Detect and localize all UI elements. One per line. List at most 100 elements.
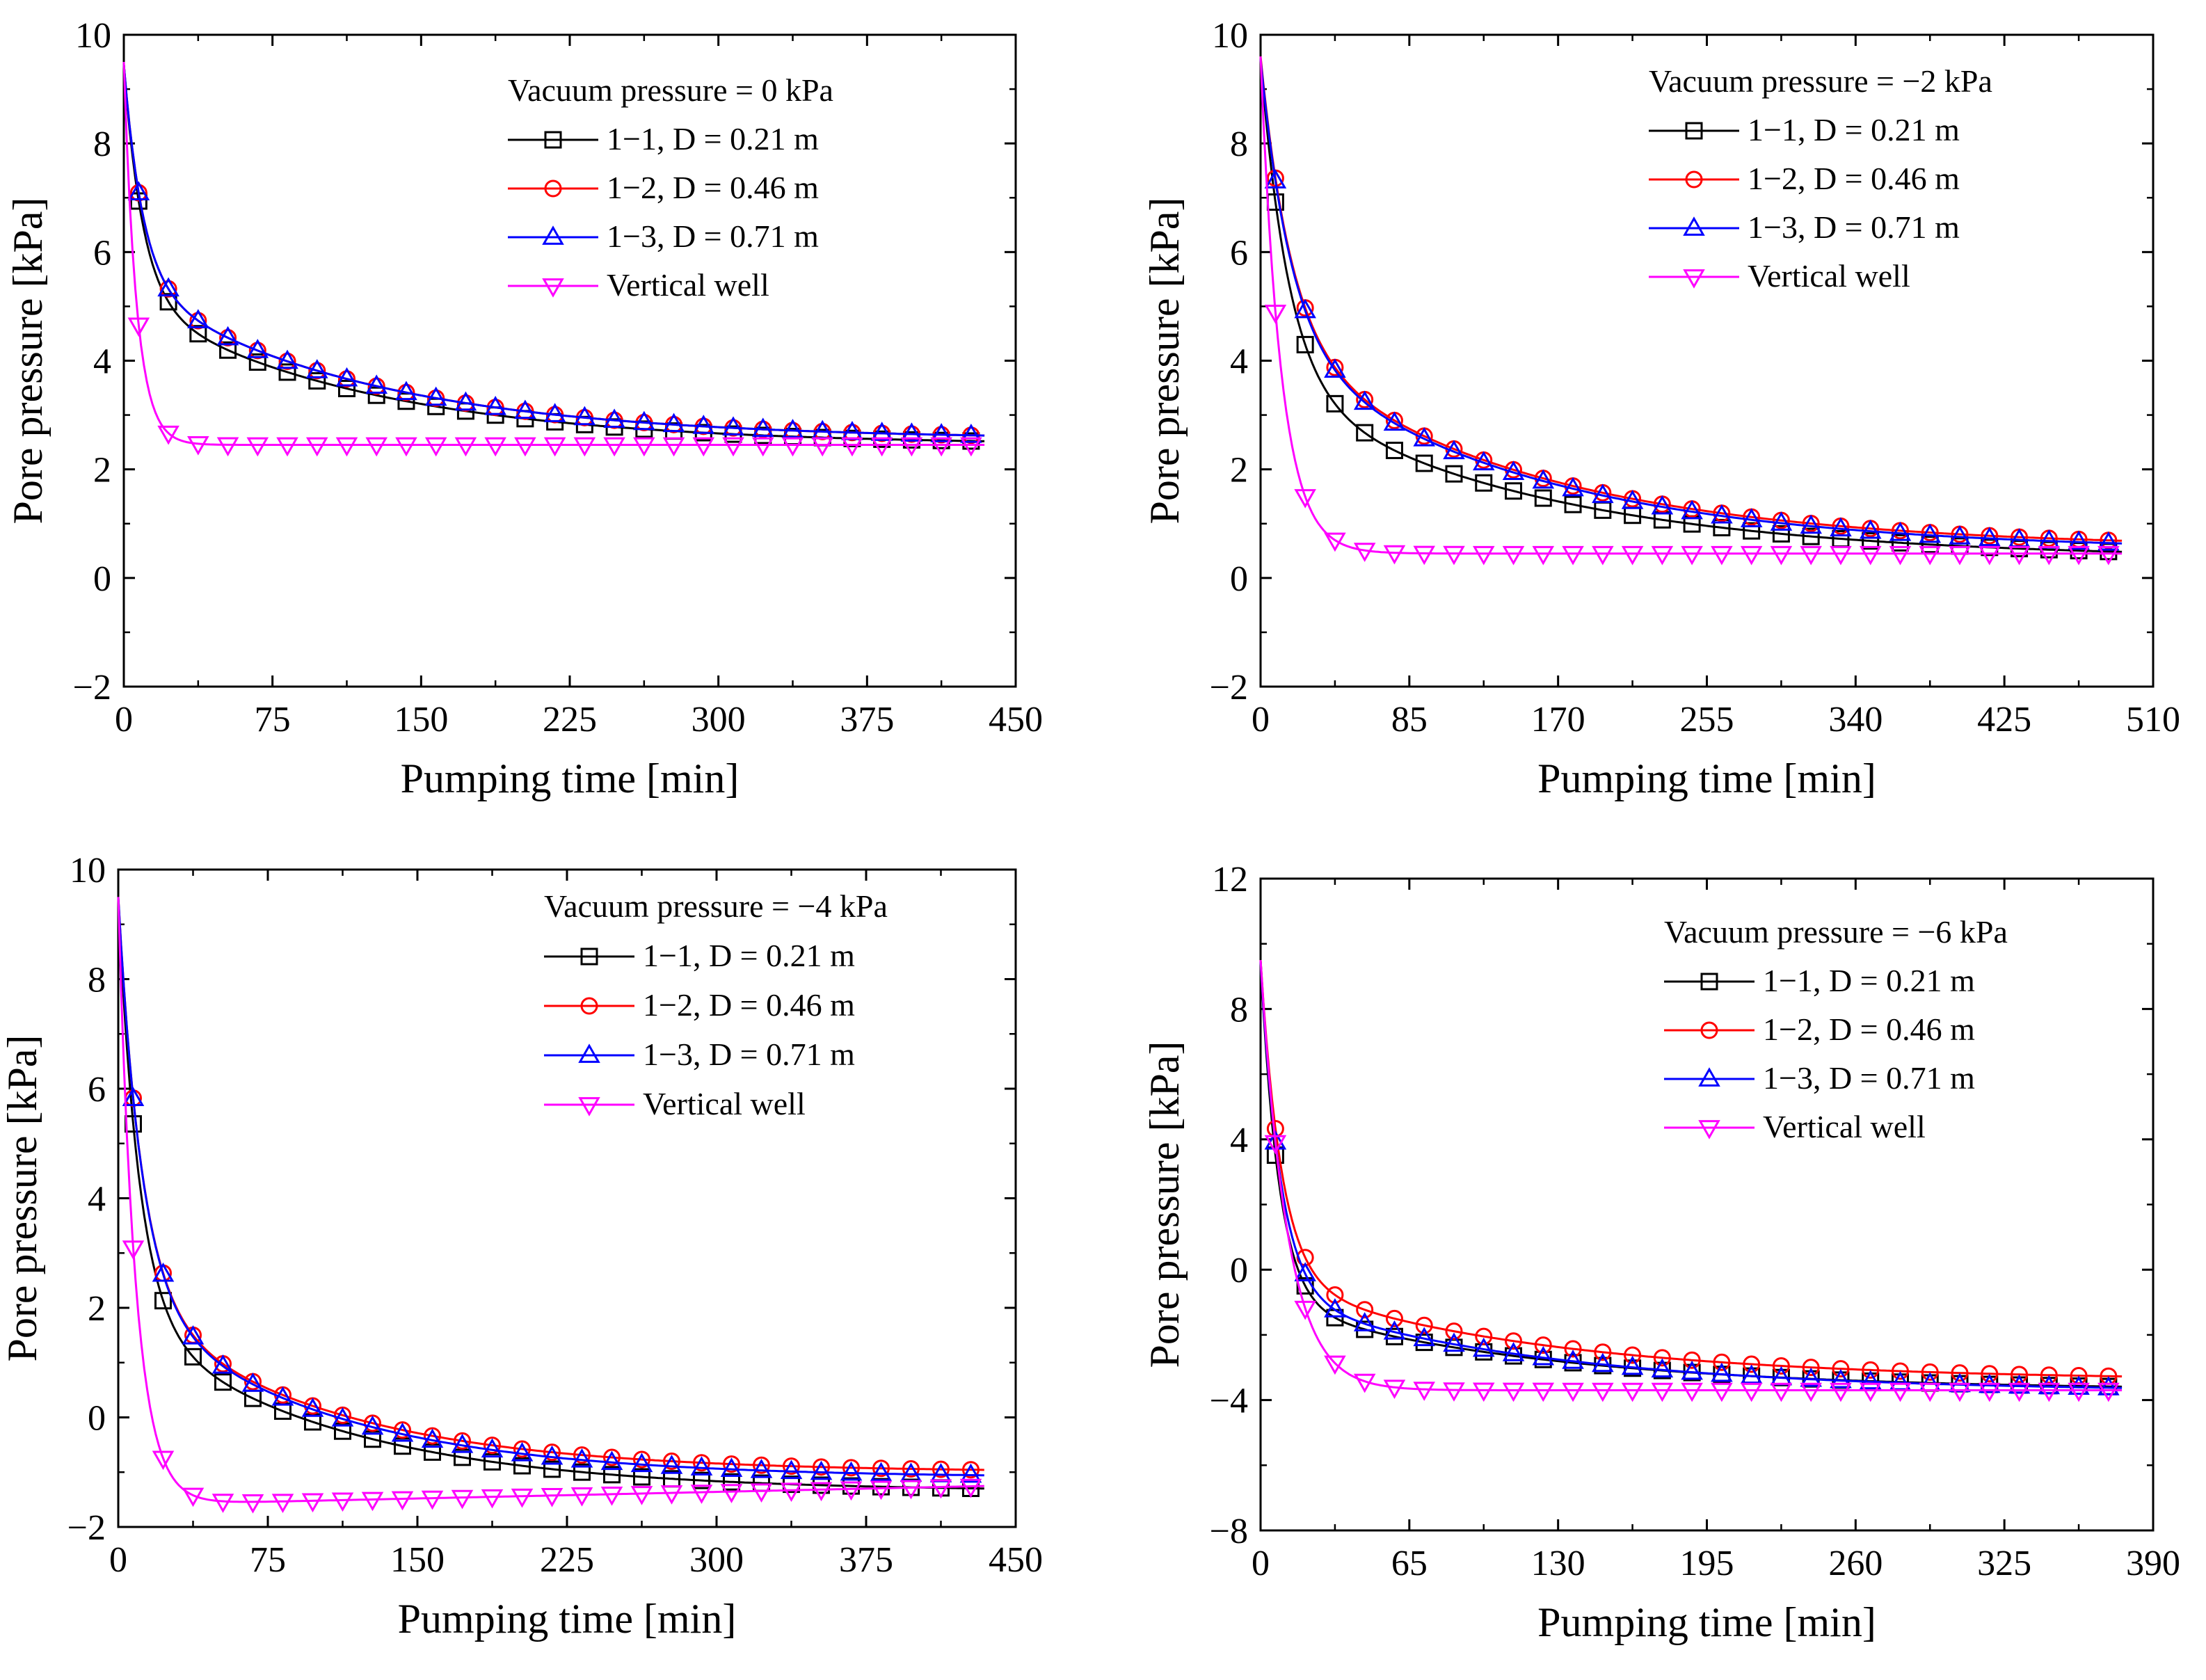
data-point — [1770, 1382, 1793, 1402]
series-line — [117, 897, 984, 1477]
x-axis-label: Pumping time [min] — [1537, 755, 1876, 801]
x-tick-label: 260 — [1828, 1544, 1883, 1583]
data-point — [1978, 1382, 2001, 1402]
data-point — [241, 1373, 264, 1392]
data-point — [1562, 477, 1584, 497]
data-point — [361, 1415, 384, 1435]
legend-label: 1−2, D = 0.46 m — [1763, 1011, 1975, 1047]
data-point — [301, 1398, 324, 1417]
data-point — [842, 1459, 860, 1477]
data-point — [335, 437, 358, 457]
data-point — [1978, 527, 2001, 546]
data-point — [660, 1455, 683, 1474]
data-point — [1472, 451, 1495, 471]
data-point — [122, 1087, 145, 1106]
data-point — [451, 1434, 474, 1453]
data-point — [753, 1456, 770, 1474]
x-tick-label: 0 — [1252, 700, 1270, 739]
data-point — [2068, 1375, 2090, 1395]
data-point — [394, 1421, 411, 1439]
data-point — [720, 1457, 743, 1477]
data-point — [159, 293, 177, 311]
legend-label: 1−3, D = 0.71 m — [1748, 209, 1960, 245]
data-point — [1413, 545, 1436, 566]
y-tick-label: 8 — [88, 961, 106, 1000]
data-point — [1919, 545, 1942, 566]
data-point — [900, 437, 923, 457]
data-point — [1862, 1361, 1880, 1379]
data-point — [1383, 545, 1406, 565]
x-tick-label: 65 — [1391, 1544, 1428, 1583]
legend-label: 1−1, D = 0.21 m — [643, 938, 855, 973]
data-point — [1711, 1382, 1733, 1402]
data-point — [216, 437, 239, 457]
data-point — [1383, 411, 1406, 431]
data-point — [331, 1492, 354, 1512]
series-line — [122, 64, 985, 442]
data-point — [690, 1456, 713, 1476]
legend-marker — [578, 1097, 600, 1117]
data-point — [1445, 1322, 1463, 1341]
data-point — [1324, 1355, 1346, 1375]
data-point — [1502, 1382, 1525, 1402]
data-point — [662, 437, 685, 457]
data-point — [1353, 543, 1376, 562]
data-point — [1356, 1301, 1374, 1319]
data-point — [1978, 545, 2001, 566]
data-point — [1592, 1352, 1614, 1373]
data-point — [1415, 1316, 1433, 1334]
data-point — [959, 1478, 982, 1498]
data-point — [751, 437, 774, 457]
data-point — [1534, 489, 1552, 507]
data-point — [1592, 483, 1614, 504]
plot-frame — [117, 868, 1017, 1528]
data-point — [930, 437, 952, 457]
data-point — [189, 325, 207, 343]
data-point — [1534, 1336, 1552, 1354]
data-point — [513, 1440, 531, 1458]
data-point — [1800, 1382, 1822, 1402]
data-point — [541, 1445, 564, 1465]
legend: Vacuum pressure = −4 kPa 1−1, D = 0.21 m 1… — [544, 888, 888, 1121]
x-tick-label: 150 — [394, 700, 448, 739]
data-point — [1919, 1382, 1942, 1402]
data-point — [241, 1494, 264, 1514]
data-point — [870, 422, 893, 441]
legend-title: Vacuum pressure = −6 kPa — [1664, 914, 2008, 950]
x-tick-label: 425 — [1977, 700, 2031, 739]
x-tick-label: 340 — [1828, 700, 1883, 739]
data-point — [929, 1479, 952, 1499]
data-point — [1621, 1382, 1644, 1402]
data-point — [1770, 545, 1793, 566]
data-point — [1743, 1355, 1761, 1373]
data-point — [962, 1461, 980, 1479]
series-2 — [117, 897, 984, 1479]
x-tick-label: 85 — [1391, 700, 1428, 739]
data-point — [421, 1490, 444, 1510]
data-point — [570, 1448, 593, 1468]
y-axis-label: Pore pressure [kPa] — [5, 198, 51, 525]
data-point — [361, 1491, 384, 1512]
data-point — [514, 399, 536, 419]
legend-label: 1−3, D = 0.71 m — [1763, 1060, 1975, 1096]
data-point — [305, 359, 328, 378]
series-line — [122, 64, 985, 437]
data-point — [154, 1292, 172, 1310]
x-tick-label: 255 — [1680, 700, 1734, 739]
data-point — [902, 1460, 920, 1478]
data-point — [1502, 461, 1525, 481]
data-point — [454, 1432, 471, 1450]
data-point — [1443, 545, 1465, 566]
y-tick-label: 2 — [93, 451, 111, 490]
data-point — [1294, 1262, 1316, 1281]
data-point — [2097, 1382, 2120, 1402]
y-tick-label: 4 — [1230, 342, 1248, 382]
legend-marker — [580, 997, 598, 1015]
data-point — [1800, 1367, 1822, 1387]
series-line — [1259, 960, 2123, 1391]
data-point — [1859, 1370, 1882, 1390]
series-4 — [1259, 960, 2123, 1402]
y-axis-label: Pore pressure [kPa] — [1142, 198, 1188, 525]
